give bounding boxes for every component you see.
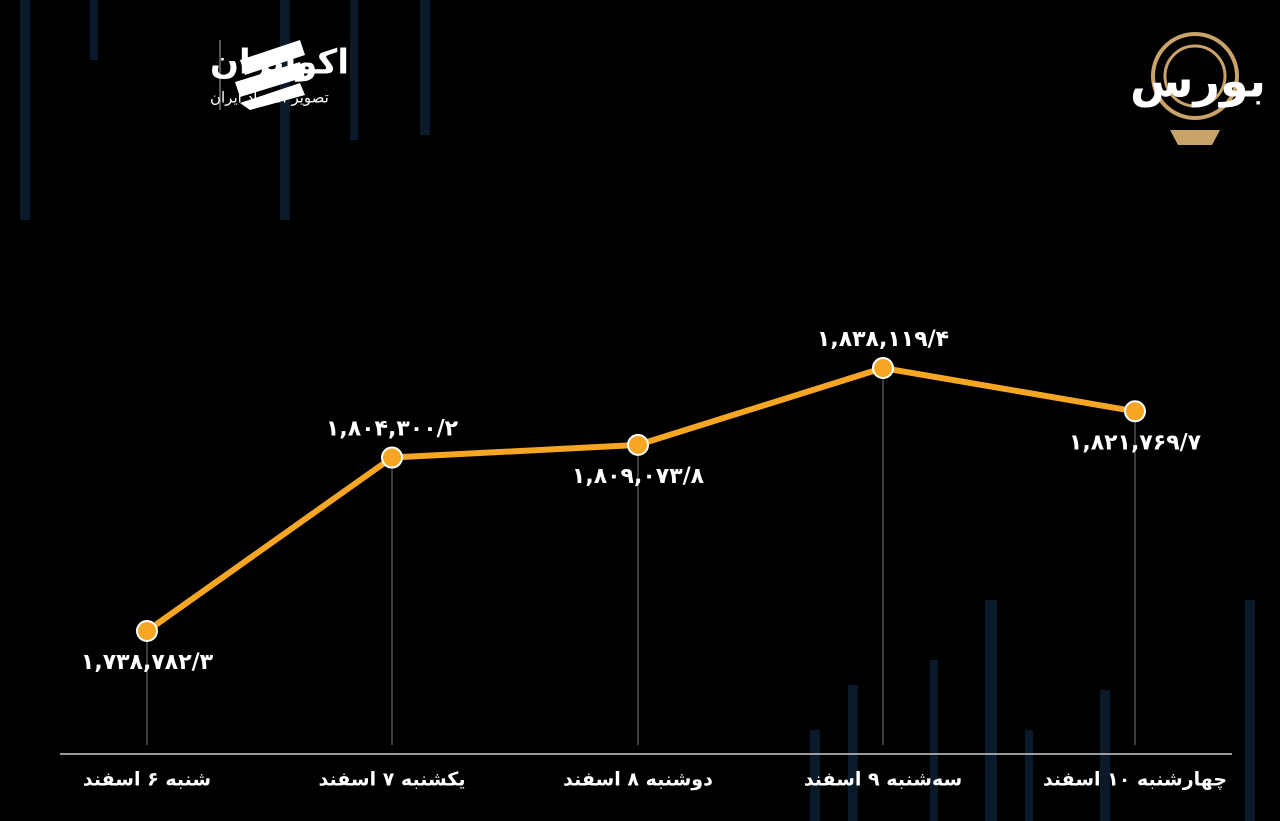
marker <box>627 433 649 456</box>
x-tick-label: سه‌شنبه ۹ اسفند <box>804 769 962 791</box>
x-tick-label: شنبه ۶ اسفند <box>83 769 211 791</box>
marker <box>872 357 894 379</box>
value-label: ۱,۸۲۱,۷۶۹/۷ <box>1069 430 1202 455</box>
marker <box>1124 400 1146 423</box>
chart-title: روند هفته شاخص کل بورس <box>1130 54 1280 108</box>
marker <box>136 620 158 642</box>
value-label: ۱,۸۰۴,۳۰۰/۲ <box>326 417 459 442</box>
value-label: ۱,۸۳۸,۱۱۹/۴ <box>817 327 949 352</box>
value-label: ۱,۸۰۹,۰۷۳/۸ <box>572 464 705 489</box>
x-tick-label: دوشنبه ۸ اسفند <box>563 769 713 791</box>
brand-tagline: تصویر اقتصاد ایران <box>210 89 329 107</box>
brand-name: اکوایران <box>210 43 349 83</box>
logo-left <box>219 40 305 110</box>
decor-bars <box>20 0 1255 821</box>
value-label: ۱,۷۳۸,۷۸۲/۳ <box>81 650 214 675</box>
marker <box>381 446 403 469</box>
x-tick-label: یکشنبه ۷ اسفند <box>319 769 466 791</box>
x-tick-label: چهارشنبه ۱۰ اسفند <box>1043 769 1227 791</box>
logo-right <box>1151 32 1239 145</box>
